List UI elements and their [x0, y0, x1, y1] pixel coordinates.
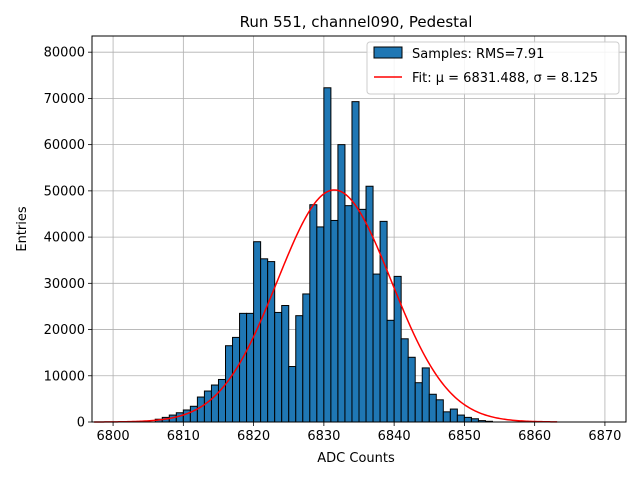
histogram-bar [196, 396, 205, 423]
y-tick-label: 20000 [44, 323, 85, 338]
x-tick-label: 6820 [237, 429, 270, 444]
histogram-bar [302, 293, 311, 423]
x-tick-label: 6800 [97, 429, 130, 444]
legend-box [366, 41, 620, 95]
y-axis-label: Entries [15, 206, 30, 252]
legend-histogram-label: Samples: RMS=7.91 [412, 47, 544, 62]
x-tick-label: 6810 [167, 429, 200, 444]
histogram-bar [400, 338, 409, 423]
y-tick-label: 50000 [44, 184, 85, 199]
fit-curve-group [94, 189, 558, 423]
histogram-bar [456, 414, 465, 423]
histogram-bar [274, 311, 283, 423]
histogram-bar [435, 399, 444, 423]
histogram-bar [351, 101, 360, 423]
histogram-bar [203, 390, 212, 423]
histogram-bar [372, 273, 381, 423]
plot-frame [91, 35, 627, 423]
histogram-bar [365, 185, 374, 423]
histogram-bar [379, 220, 388, 423]
histogram-bar [267, 261, 276, 423]
histogram-bar [428, 393, 437, 423]
histogram-bars [154, 87, 494, 423]
x-axis-label: ADC Counts [317, 451, 395, 466]
x-tick-label: 6830 [307, 429, 340, 444]
histogram-bar [246, 312, 255, 423]
legend-histogram-swatch [373, 46, 403, 59]
x-tick-label: 6870 [588, 429, 621, 444]
histogram-bar [260, 258, 269, 423]
histogram-bar [337, 144, 346, 423]
histogram-bar [295, 315, 304, 423]
y-tick-label: 10000 [44, 369, 85, 384]
histogram-bar [288, 366, 297, 423]
histogram-bar [463, 416, 472, 423]
histogram-bar [309, 204, 318, 423]
histogram-bar [386, 319, 395, 423]
histogram-bar [442, 411, 451, 423]
y-tick-label: 80000 [44, 46, 85, 61]
histogram-bar [421, 367, 430, 423]
y-axis: 0 10000 20000 30000 40000 50000 60000 70000 8000… [44, 46, 92, 431]
histogram-bar [358, 208, 367, 423]
x-tick-label: 6850 [448, 429, 481, 444]
fit-curve [94, 189, 558, 423]
y-tick-label: 0 [77, 416, 85, 431]
histogram-bar [239, 312, 248, 423]
histogram-bar [316, 226, 325, 423]
histogram-bar [232, 336, 241, 423]
histogram-bar [253, 241, 262, 423]
y-tick-label: 60000 [44, 138, 85, 153]
histogram-bar [182, 409, 191, 423]
histogram-bar [330, 219, 339, 423]
y-tick-label: 40000 [44, 231, 85, 246]
histogram-bar [449, 408, 458, 423]
chart-title: Run 551, channel090, Pedestal [240, 13, 473, 31]
legend: Samples: RMS=7.91 Fit: μ = 6831.488, σ =… [366, 41, 620, 95]
x-tick-label: 6840 [378, 429, 411, 444]
x-axis: 6800 6810 6820 6830 6840 6850 6860 6870 [97, 422, 621, 444]
y-tick-label: 70000 [44, 92, 85, 107]
histogram-bar [344, 205, 353, 423]
histogram-bar [189, 405, 198, 423]
histogram-bar [210, 384, 219, 423]
histogram-bar [414, 382, 423, 423]
histogram-bar [407, 356, 416, 423]
histogram-bar [323, 87, 332, 423]
legend-fit-label: Fit: μ = 6831.488, σ = 8.125 [412, 71, 598, 86]
histogram-bar [281, 305, 290, 423]
y-tick-label: 30000 [44, 277, 85, 292]
x-tick-label: 6860 [518, 429, 551, 444]
